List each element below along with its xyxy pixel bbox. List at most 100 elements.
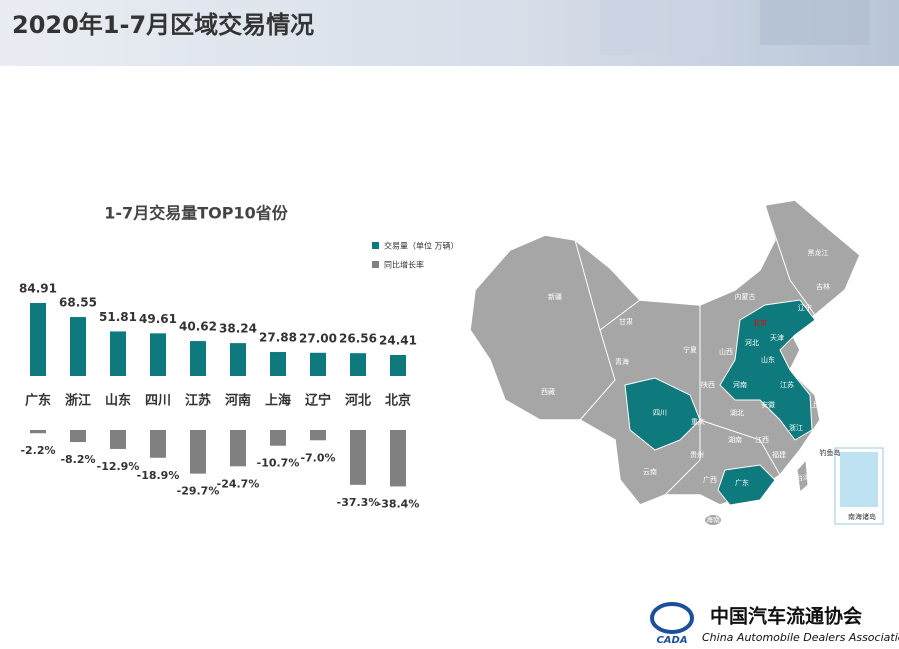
- logo-abbr: CADA: [656, 635, 687, 646]
- legend-swatch: [372, 242, 379, 249]
- map-label: 广西: [703, 475, 717, 484]
- value-label: 24.41: [379, 334, 417, 348]
- bar: [310, 430, 326, 441]
- value-label: -2.2%: [20, 444, 55, 457]
- map-label: 山西: [719, 347, 733, 356]
- map-label: 辽宁: [798, 303, 812, 312]
- bar: [30, 430, 46, 434]
- logo-name: 中国汽车流通协会: [710, 605, 862, 628]
- map-label: 湖南: [728, 435, 742, 444]
- bar: [270, 430, 286, 446]
- map-label: 四川: [653, 409, 667, 417]
- legend-label: 同比增长率: [384, 260, 424, 270]
- bar: [150, 430, 166, 458]
- map-label: 河北: [745, 339, 759, 347]
- x-tick-label: 北京: [385, 393, 411, 409]
- map-label: 新疆: [548, 292, 562, 301]
- bar: [350, 430, 366, 485]
- header-cube: [760, 0, 870, 45]
- value-label: -7.0%: [300, 451, 335, 464]
- value-label: 49.61: [139, 312, 177, 326]
- map-label: 云南: [643, 467, 657, 476]
- border: [664, 305, 701, 496]
- map-label: 甘肃: [619, 317, 633, 326]
- map-label: 台湾: [796, 473, 810, 482]
- bar: [390, 355, 406, 376]
- hainan: [705, 515, 721, 525]
- border: [699, 419, 781, 476]
- map-label: 上海: [811, 400, 825, 409]
- header-cube: [600, 0, 720, 55]
- province-highlight: [717, 464, 776, 506]
- map-label: 山东: [761, 355, 775, 364]
- x-tick-label: 辽宁: [305, 393, 331, 409]
- border: [579, 329, 616, 421]
- map-label: 福建: [772, 450, 786, 459]
- map-label: 南海诸岛: [848, 512, 876, 521]
- page-title: 2020年1-7月区域交易情况: [12, 11, 314, 39]
- value-label: -12.9%: [97, 460, 140, 473]
- bar: [310, 352, 326, 376]
- bar: [30, 302, 46, 376]
- bar: [230, 430, 246, 467]
- x-tick-label: 上海: [265, 393, 291, 409]
- logo: CADA 中国汽车流通协会 China Automobile Dealers A…: [650, 602, 899, 646]
- x-tick-label: 广东: [25, 393, 51, 409]
- legend-swatch: [372, 261, 379, 268]
- border: [764, 204, 816, 316]
- map-label: 贵州: [690, 450, 704, 459]
- x-tick-label: 浙江: [65, 393, 91, 409]
- map-label: 青海: [615, 357, 629, 366]
- chart-title: 1-7月交易量TOP10省份: [104, 204, 288, 223]
- bar: [110, 331, 126, 376]
- value-label: 27.88: [259, 331, 297, 345]
- map-label: 钓鱼岛: [820, 448, 841, 457]
- bar: [110, 430, 126, 449]
- map: [469, 199, 884, 525]
- map-label: 广东: [735, 478, 749, 487]
- province-highlight: [719, 299, 816, 441]
- value-label: -37.3%: [337, 496, 380, 509]
- map-label: 江苏: [780, 380, 794, 389]
- value-label: 40.62: [179, 320, 217, 334]
- value-label: -18.9%: [137, 469, 180, 482]
- bar: [190, 430, 206, 474]
- map-label: 浙江: [789, 423, 803, 432]
- bar: [190, 341, 206, 376]
- value-label: 27.00: [299, 331, 337, 345]
- bar: [390, 430, 406, 487]
- map-label: 重庆: [691, 417, 705, 426]
- province-highlight: [624, 377, 701, 451]
- inset-sea: [840, 452, 878, 507]
- map-label: 江西: [755, 436, 769, 444]
- map-label: 黑龙江: [808, 248, 829, 257]
- map-label: 内蒙古: [735, 292, 756, 301]
- map-label: 北京: [753, 318, 767, 327]
- map-label: 西藏: [541, 387, 555, 396]
- china-outline: [469, 199, 861, 506]
- map-label: 香港: [763, 493, 777, 502]
- bar: [230, 343, 246, 376]
- map-label: 天津: [770, 334, 784, 342]
- legend-label: 交易量（单位 万辆）: [384, 241, 459, 251]
- map-label: 安徽: [761, 400, 775, 409]
- bar: [350, 353, 366, 376]
- value-label: 51.81: [99, 310, 137, 324]
- bar: [150, 333, 166, 376]
- map-label: 宁夏: [683, 345, 697, 354]
- x-tick-label: 河南: [225, 393, 251, 409]
- map-label: 澳门: [745, 501, 759, 510]
- x-tick-label: 河北: [345, 393, 371, 409]
- map-label: 河南: [733, 380, 747, 389]
- header-bar: [0, 0, 899, 66]
- x-tick-label: 江苏: [185, 393, 211, 409]
- value-label: 68.55: [59, 296, 97, 310]
- value-label: -38.4%: [377, 497, 420, 510]
- value-label: -24.7%: [217, 477, 260, 490]
- map-label: 湖北: [730, 408, 744, 417]
- value-label: 84.91: [19, 281, 57, 295]
- taiwan: [796, 458, 809, 493]
- logo-mark: [650, 602, 694, 634]
- x-tick-label: 四川: [145, 394, 171, 409]
